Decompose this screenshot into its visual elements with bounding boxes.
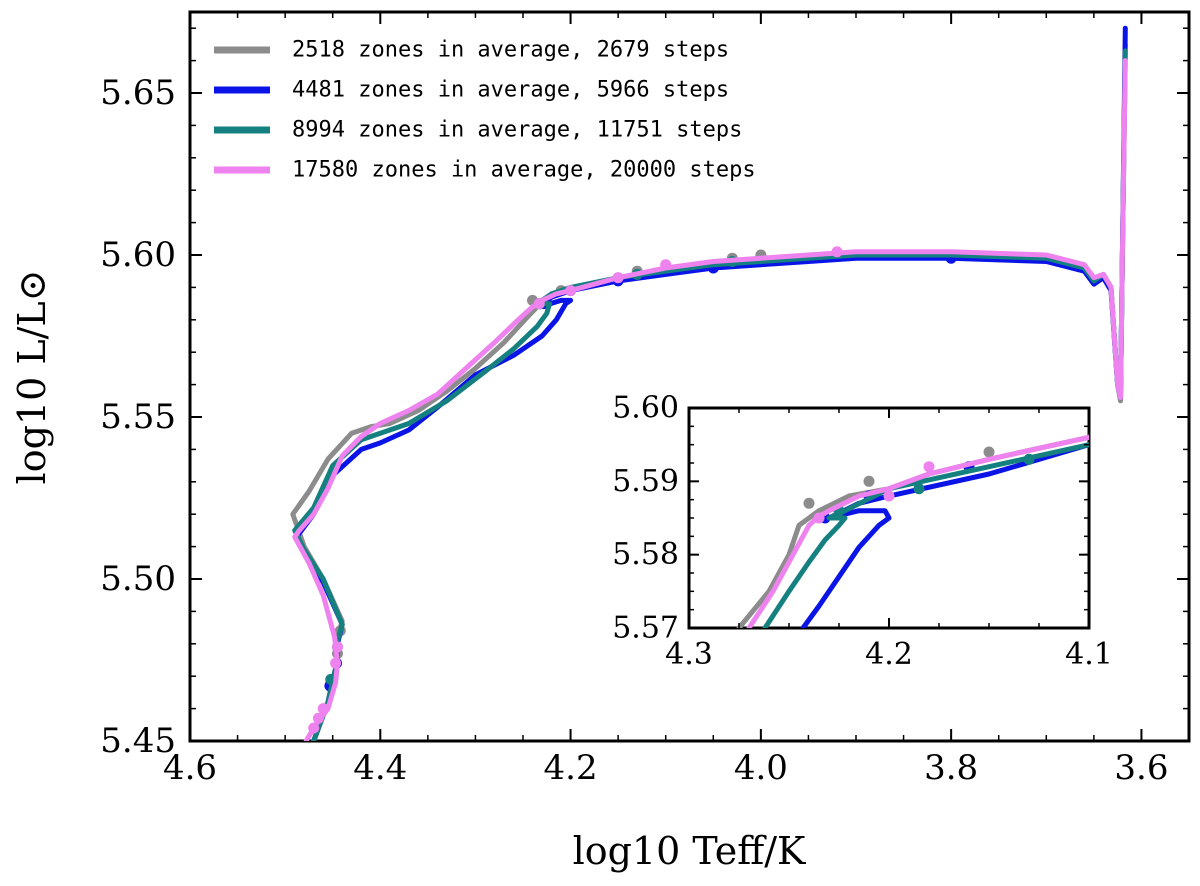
inset-chart: 4.3 4.2 4.1 5.57 5.58 5.59 5.60 <box>612 391 1113 673</box>
main-series-4-marker <box>612 272 624 284</box>
x-axis-label: log10 Teff/K <box>573 829 806 873</box>
inset-x-tick-label: 4.3 <box>665 637 713 672</box>
legend-label-1: 2518 zones in average, 2679 steps <box>292 38 729 63</box>
main-series-4-marker <box>332 641 343 653</box>
main-series-4-marker <box>317 703 329 715</box>
inset-series-line-3 <box>762 442 1089 628</box>
main-series-4-marker <box>330 657 342 669</box>
main-series-4-marker <box>565 285 577 297</box>
inset-x-tick-label: 4.2 <box>865 637 913 672</box>
y-axis-label: log10 L/L⊙ <box>10 270 54 485</box>
inset-y-tick-label: 5.59 <box>612 464 679 499</box>
legend-label-4: 17580 zones in average, 20000 steps <box>292 158 756 183</box>
main-x-tick-label: 4.0 <box>734 748 788 788</box>
inset-y-tick-label: 5.58 <box>612 537 679 572</box>
legend-label-2: 4481 zones in average, 5966 steps <box>292 78 729 103</box>
main-x-tick-label: 3.6 <box>1114 748 1168 788</box>
main-y-tick-label: 5.65 <box>100 73 176 113</box>
inset-series-1-marker <box>803 497 815 509</box>
inset-series-line-4 <box>746 434 1089 628</box>
main-x-tick-label: 4.4 <box>353 748 407 788</box>
inset-series-1-marker <box>983 446 995 458</box>
main-series-4-marker <box>660 259 672 271</box>
main-series-4-marker <box>308 722 320 734</box>
inset-series-4-marker <box>923 461 935 473</box>
main-x-tick-label: 3.8 <box>924 748 978 788</box>
main-y-tick-label: 5.55 <box>100 397 176 437</box>
main-series-4-marker <box>831 246 843 258</box>
main-series-4-marker <box>533 298 545 310</box>
inset-series-4-marker <box>883 490 895 502</box>
inset-series-1-marker <box>863 475 875 487</box>
inset-series-3-marker <box>1023 453 1035 465</box>
legend: 2518 zones in average, 2679 steps 4481 zo… <box>214 38 756 183</box>
main-y-tick-label: 5.45 <box>100 721 176 761</box>
main-x-tick-label: 4.6 <box>163 748 217 788</box>
main-x-tick-label: 4.2 <box>544 748 598 788</box>
inset-x-tick-label: 4.1 <box>1065 637 1113 672</box>
inset-y-tick-label: 5.60 <box>612 391 679 426</box>
inset-series-4-marker <box>813 512 825 524</box>
inset-y-tick-label: 5.57 <box>612 611 679 646</box>
legend-label-3: 8994 zones in average, 11751 steps <box>292 118 742 143</box>
main-series-4-marker <box>312 712 324 724</box>
inset-series-3-marker <box>913 483 925 495</box>
main-y-tick-label: 5.60 <box>100 235 176 275</box>
main-y-tick-label: 5.50 <box>100 559 176 599</box>
